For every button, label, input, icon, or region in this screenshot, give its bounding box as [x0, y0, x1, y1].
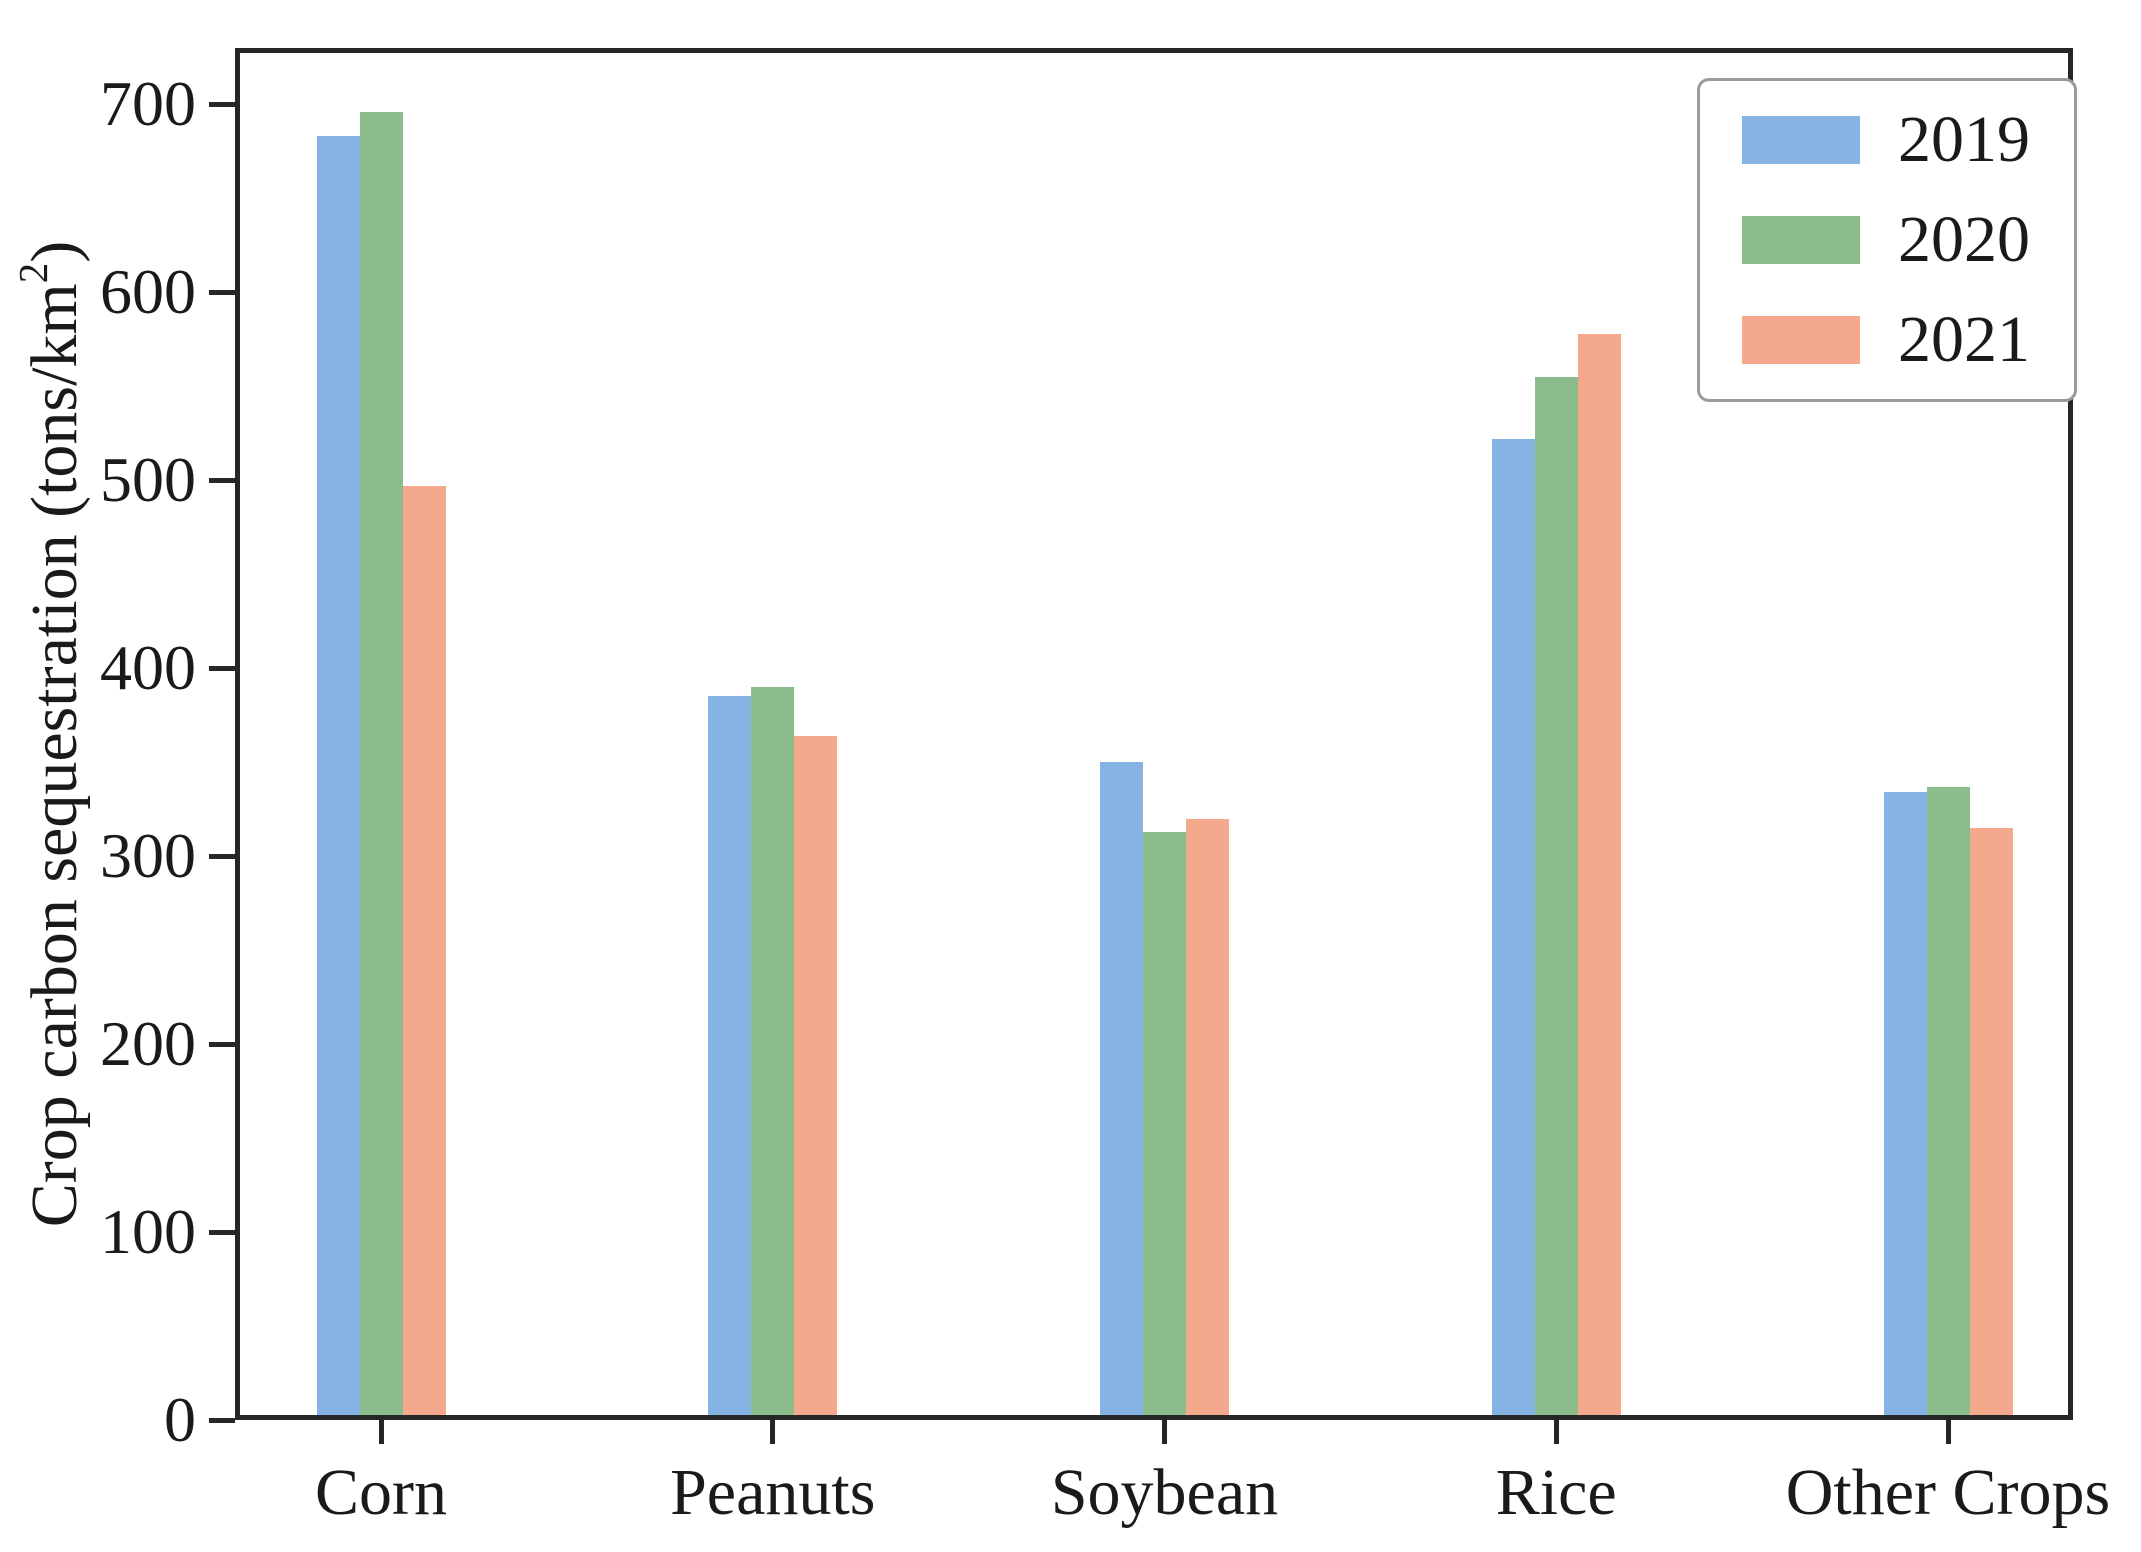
y-tick-mark [209, 289, 235, 295]
legend-item-2021: 2021 [1742, 307, 2030, 373]
x-tick-label: Peanuts [670, 1456, 876, 1529]
legend-item-2019: 2019 [1742, 107, 2030, 173]
y-tick-label: 0 [164, 1384, 196, 1455]
y-tick-label: 100 [100, 1196, 196, 1268]
y-tick-mark [209, 1229, 235, 1235]
bar-2020-other-crops [1926, 786, 1970, 1420]
bar-2021-rice [1577, 333, 1621, 1420]
bar-2021-corn [402, 485, 446, 1420]
legend-label-2019: 2019 [1898, 103, 2030, 176]
bar-2019-soybean [1100, 762, 1143, 1420]
legend: 2019 2020 2021 [1697, 78, 2077, 402]
bar-2019-corn [316, 136, 360, 1420]
bar-2021-soybean [1186, 818, 1229, 1420]
y-tick-label: 500 [100, 444, 196, 516]
bar-2021-other-crops [1969, 827, 2013, 1420]
x-tick-label: Other Crops [1785, 1456, 2111, 1529]
legend-swatch-2019 [1742, 116, 1860, 164]
y-axis-label-text: Crop carbon sequestration (tons/km [18, 283, 91, 1228]
bar-2020-rice [1534, 376, 1578, 1420]
legend-label-2020: 2020 [1898, 203, 2030, 276]
x-tick-mark [1945, 1420, 1951, 1444]
x-tick-mark [1553, 1420, 1559, 1444]
bar-2019-other-crops [1883, 792, 1927, 1420]
y-tick-mark [209, 477, 235, 483]
x-tick-mark [1162, 1420, 1167, 1444]
y-tick-label: 200 [100, 1008, 196, 1080]
y-tick-label: 400 [100, 632, 196, 704]
legend-swatch-2021 [1742, 316, 1860, 364]
x-tick-mark [378, 1420, 384, 1444]
x-tick-label: Corn [315, 1456, 447, 1529]
x-tick-label: Soybean [1050, 1456, 1279, 1529]
legend-swatch-2020 [1742, 216, 1860, 264]
bar-2021-peanuts [794, 735, 838, 1420]
bar-2020-soybean [1143, 831, 1186, 1420]
y-tick-mark [209, 853, 235, 859]
y-tick-mark [209, 1041, 235, 1047]
bar-2019-rice [1491, 438, 1535, 1420]
y-tick-label: 600 [100, 256, 196, 328]
legend-item-2020: 2020 [1742, 207, 2030, 273]
legend-label-2021: 2021 [1898, 303, 2030, 376]
y-tick-mark [209, 665, 235, 671]
y-tick-mark [209, 101, 235, 107]
x-tick-mark [770, 1420, 776, 1444]
y-tick-label: 300 [100, 820, 196, 892]
y-tick-label: 700 [100, 68, 196, 140]
x-tick-label: Rice [1495, 1456, 1617, 1529]
y-axis-label: Crop carbon sequestration (tons/km2) [11, 241, 93, 1228]
bar-2020-corn [359, 111, 403, 1420]
bar-2019-peanuts [708, 696, 752, 1420]
y-tick-mark [209, 1417, 235, 1423]
bar-2020-peanuts [751, 687, 795, 1420]
